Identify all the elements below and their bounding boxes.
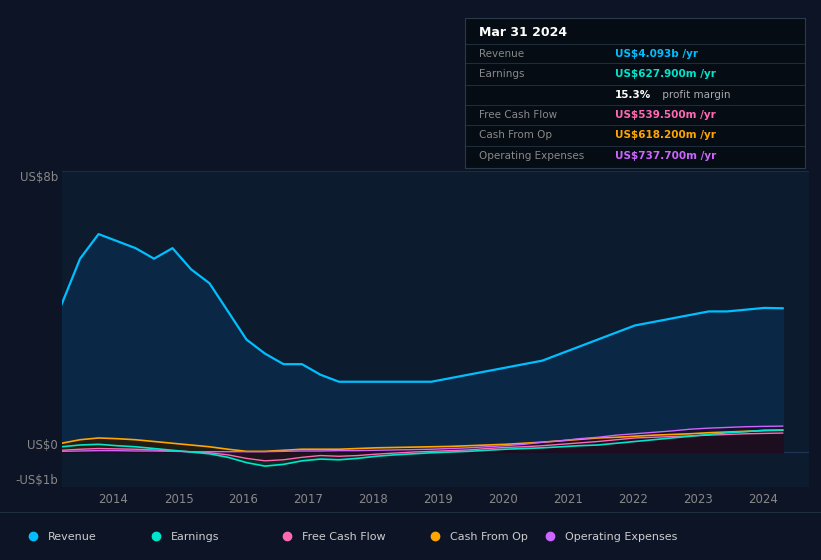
Text: 15.3%: 15.3% xyxy=(615,90,651,100)
Text: Mar 31 2024: Mar 31 2024 xyxy=(479,26,566,39)
Text: Free Cash Flow: Free Cash Flow xyxy=(302,532,386,542)
Text: Cash From Op: Cash From Op xyxy=(450,532,528,542)
Text: Earnings: Earnings xyxy=(479,69,524,80)
Text: Free Cash Flow: Free Cash Flow xyxy=(479,110,557,120)
Text: US$627.900m /yr: US$627.900m /yr xyxy=(615,69,715,80)
Text: Revenue: Revenue xyxy=(479,49,524,59)
Text: US$737.700m /yr: US$737.700m /yr xyxy=(615,151,716,161)
Text: Operating Expenses: Operating Expenses xyxy=(565,532,677,542)
Text: US$4.093b /yr: US$4.093b /yr xyxy=(615,49,698,59)
Text: profit margin: profit margin xyxy=(658,90,731,100)
Text: US$618.200m /yr: US$618.200m /yr xyxy=(615,130,715,141)
Text: Cash From Op: Cash From Op xyxy=(479,130,552,141)
Text: US$8b: US$8b xyxy=(20,171,57,184)
Text: Operating Expenses: Operating Expenses xyxy=(479,151,584,161)
Text: US$0: US$0 xyxy=(27,439,57,452)
Text: Revenue: Revenue xyxy=(48,532,96,542)
Text: US$539.500m /yr: US$539.500m /yr xyxy=(615,110,715,120)
Text: -US$1b: -US$1b xyxy=(15,474,57,487)
Text: Earnings: Earnings xyxy=(171,532,219,542)
